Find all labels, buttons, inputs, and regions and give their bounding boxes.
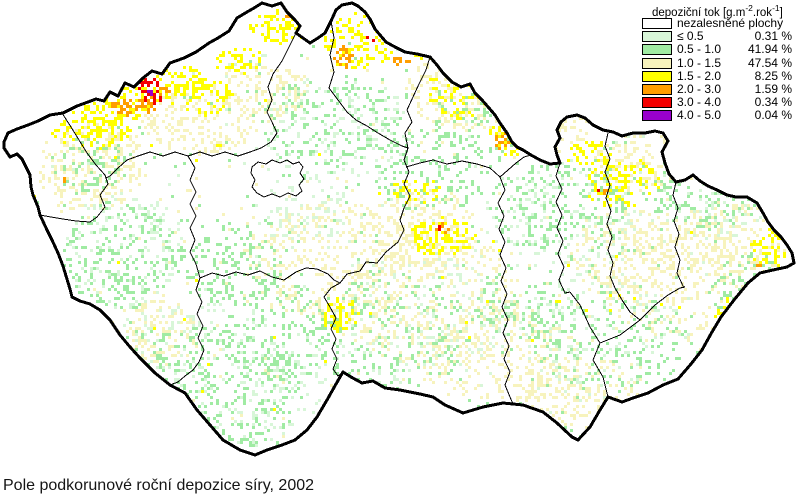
legend-label: ≤ 0.5 [677,29,704,44]
map-caption: Pole podkorunové roční depozice síry, 20… [3,477,315,494]
legend-title-text: .rok [752,6,773,19]
country-border [2,1,796,457]
legend-label: 3.0 - 4.0 [677,95,722,110]
legend-percent: 0.34 % [754,95,792,110]
legend-label: 1.0 - 1.5 [677,55,722,70]
legend-row-40-50: 4.0 - 5.0 0.04 % [642,109,792,122]
legend-percent: 1.59 % [754,82,792,97]
legend-swatch-30-40 [642,97,672,109]
legend-row-20-30: 2.0 - 3.0 1.59 % [642,83,792,96]
legend-swatch-15-20 [642,70,672,82]
legend-label: 4.0 - 5.0 [677,108,722,123]
legend-row-30-40: 3.0 - 4.0 0.34 % [642,96,792,109]
legend-row-10-15: 1.0 - 1.5 47.54 % [642,55,792,70]
legend-row-le-05: ≤ 0.5 0.31 % [642,30,792,43]
legend-title: depoziční tok [g.m-2.rok-1] [642,2,792,19]
legend-label: 2.0 - 3.0 [677,82,722,97]
legend-percent: 8.25 % [754,68,792,83]
legend-label: nezalesněné plochy [677,16,784,31]
legend-swatch-unforested [642,18,672,30]
legend-swatch-05-10 [642,44,672,56]
legend-percent: 0.04 % [754,108,792,123]
legend-swatch-le-05 [642,31,672,43]
legend-swatch-20-30 [642,84,672,96]
legend-title-sup-2: -2 [745,3,753,13]
legend-row-05-10: 0.5 - 1.0 41.94 % [642,43,792,56]
legend-title-sup-1: -1 [772,3,780,13]
legend-percent: 0.31 % [754,29,792,44]
legend-title-text: depoziční tok [g.m [652,6,746,19]
legend-title-text: ] [779,6,783,19]
region-boundaries [39,20,686,405]
map-legend: depoziční tok [g.m-2.rok-1] nezalesněné … [642,2,792,123]
legend-swatch-10-15 [642,57,672,69]
legend-percent: 47.54 % [747,55,792,70]
legend-label: 0.5 - 1.0 [677,42,722,57]
legend-swatch-40-50 [642,110,672,122]
legend-row-15-20: 1.5 - 2.0 8.25 % [642,68,792,83]
legend-label: 1.5 - 2.0 [677,68,722,83]
legend-row-unforested: nezalesněné plochy [642,17,792,30]
legend-percent: 41.94 % [747,42,792,57]
prague-boundary [250,159,305,198]
